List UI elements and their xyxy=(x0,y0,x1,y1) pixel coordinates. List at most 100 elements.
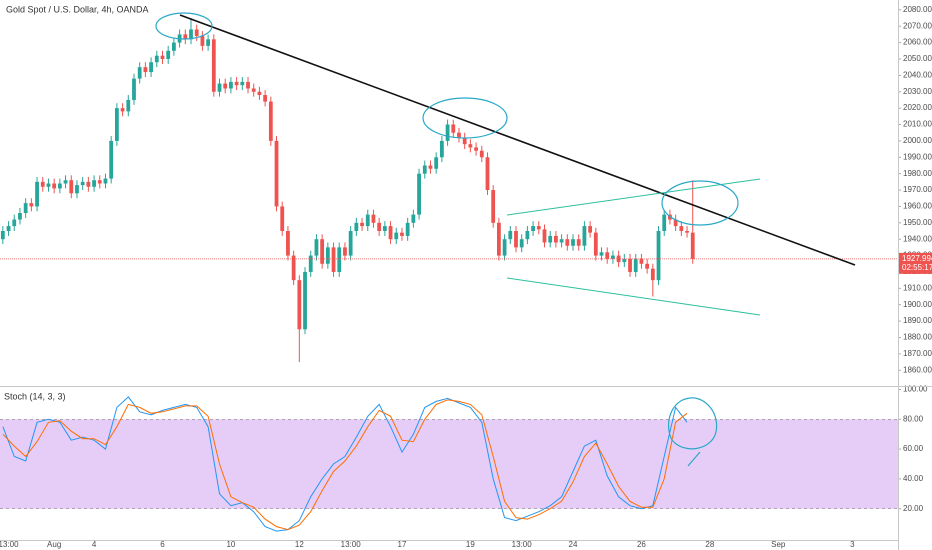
candle-body xyxy=(633,258,638,272)
plot-layer: 1860.000 1870.000 1880.000 1890.000 1900.000… xyxy=(0,5,932,549)
candle-body xyxy=(525,231,530,240)
candle-body xyxy=(593,232,598,256)
candle-body xyxy=(63,180,68,184)
band-fill xyxy=(0,419,898,509)
y-tick-label: 40.00 xyxy=(903,474,924,483)
x-tick-label: 4 xyxy=(92,540,97,549)
candle-body xyxy=(337,247,342,272)
candle-body xyxy=(496,222,501,256)
candle-body xyxy=(451,124,456,133)
channel-lower xyxy=(506,277,761,316)
candle-body xyxy=(331,247,336,272)
annotation-circle xyxy=(422,97,508,139)
candle-body xyxy=(605,252,610,259)
candle-body xyxy=(428,165,433,169)
candle-body xyxy=(280,206,285,231)
y-tick-label: 20.00 xyxy=(903,504,924,513)
candle-body xyxy=(588,226,593,233)
candle-body xyxy=(468,144,473,148)
candle-body xyxy=(166,50,171,59)
candle-body xyxy=(132,78,136,100)
candle-body xyxy=(514,231,518,248)
candle-body xyxy=(485,157,490,191)
candle-body xyxy=(457,132,461,138)
y-tick-label: 80.00 xyxy=(903,414,924,423)
candle-body xyxy=(662,214,667,231)
x-tick-label: 13:00 xyxy=(512,540,533,549)
indicator-title: Stoch (14, 3, 3) xyxy=(4,391,66,401)
candle-body xyxy=(160,55,165,59)
x-tick-label: 6 xyxy=(160,540,165,549)
candle-body xyxy=(211,39,216,92)
candle-body xyxy=(291,255,296,281)
candle-body xyxy=(417,173,421,215)
candle-body xyxy=(143,67,148,73)
candle-body xyxy=(325,247,330,264)
candle-body xyxy=(559,239,564,243)
candle-body xyxy=(656,231,661,281)
candle-body xyxy=(554,235,558,243)
candle-body xyxy=(137,67,142,79)
annotation-circle xyxy=(668,397,718,467)
channel-upper xyxy=(506,178,761,216)
x-tick-label: 10 xyxy=(226,540,235,549)
candle-body xyxy=(576,239,581,246)
candle-body xyxy=(348,231,353,256)
candle-body xyxy=(92,180,96,187)
candle-body xyxy=(206,39,211,46)
candle-body xyxy=(286,231,290,256)
candle-body xyxy=(69,180,74,194)
candle-body xyxy=(639,258,644,264)
x-tick-label: 13:00 xyxy=(341,540,362,549)
candle-body xyxy=(690,232,695,259)
candle-body xyxy=(628,258,632,272)
candle-body xyxy=(240,81,245,86)
candle-body xyxy=(611,255,615,259)
trend-line xyxy=(179,14,856,266)
candle-body xyxy=(405,222,410,236)
y-tick-label: 2030.000 xyxy=(903,87,932,96)
candle-body xyxy=(234,81,239,86)
candle-body xyxy=(303,271,307,330)
candle-body xyxy=(474,147,478,151)
y-tick-label: 1860.000 xyxy=(903,365,932,374)
candle-body xyxy=(200,36,205,46)
x-tick-label: Aug xyxy=(47,540,61,549)
candle-body xyxy=(320,239,325,264)
candle-body xyxy=(491,190,496,223)
y-tick-label: 1950.000 xyxy=(903,218,932,227)
x-tick-label: 28 xyxy=(705,540,714,549)
candle-body xyxy=(86,181,91,187)
candle-body xyxy=(388,226,393,240)
candle-body xyxy=(80,181,85,186)
x-tick-label: 24 xyxy=(569,540,578,549)
candle-body xyxy=(223,83,228,89)
candle-body xyxy=(194,29,199,37)
candle-body xyxy=(23,203,28,213)
x-tick-label: 26 xyxy=(637,540,646,549)
y-tick-label: 2000.000 xyxy=(903,136,932,145)
candle-body xyxy=(40,181,45,187)
candle-body xyxy=(97,180,102,184)
y-tick-label: 1880.000 xyxy=(903,333,932,342)
candle-body xyxy=(479,150,484,158)
candle-body xyxy=(645,263,650,269)
candle-body xyxy=(411,214,416,223)
candle-body xyxy=(274,140,279,207)
candle-body xyxy=(382,226,387,231)
candle-body xyxy=(314,239,319,256)
candle-body xyxy=(343,247,347,256)
candle-body xyxy=(171,42,176,51)
candle-body xyxy=(103,178,108,184)
candle-body xyxy=(229,81,233,89)
candle-body xyxy=(377,222,382,231)
candle-body xyxy=(354,222,359,231)
y-tick-label: 60.00 xyxy=(903,444,924,453)
y-tick-label: 2040.000 xyxy=(903,70,932,79)
candle-body xyxy=(422,165,427,174)
candle-body xyxy=(582,226,587,246)
x-tick-label: 13:00 xyxy=(0,540,19,549)
candle-body xyxy=(251,88,256,92)
candle-body xyxy=(263,95,268,102)
